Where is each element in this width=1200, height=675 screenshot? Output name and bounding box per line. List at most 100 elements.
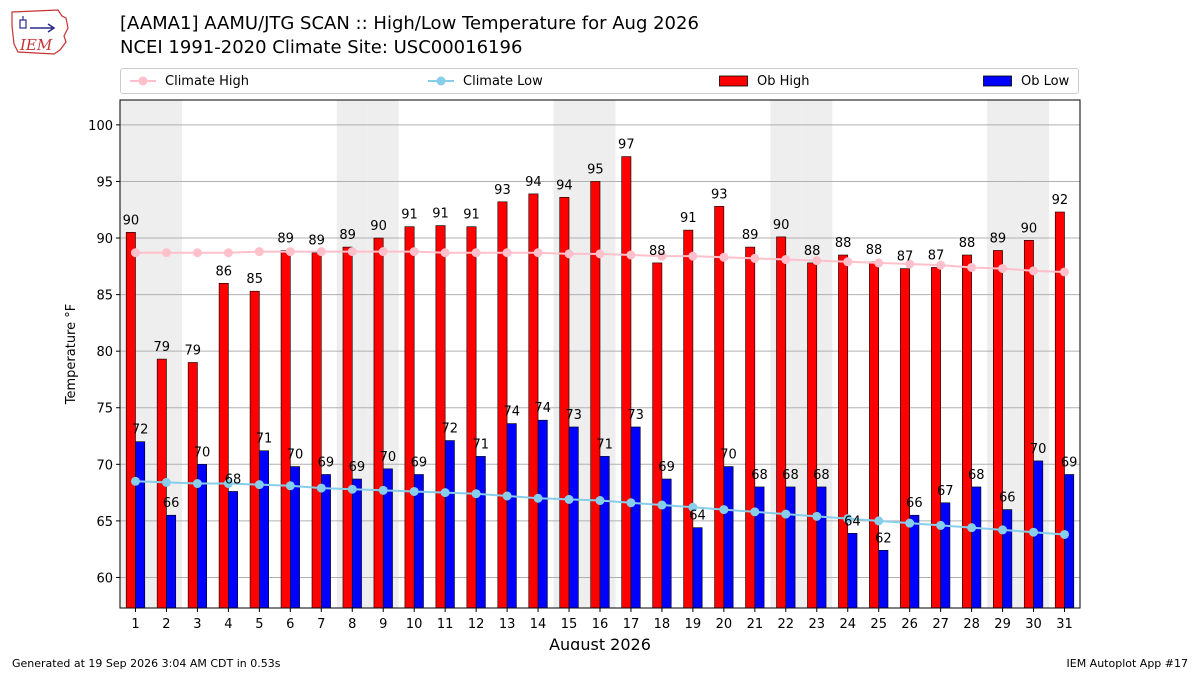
label-high-6: 89 bbox=[277, 231, 294, 246]
legend-item-ob-low: Ob Low bbox=[983, 69, 1069, 93]
bar-high-12 bbox=[466, 226, 477, 609]
climate-low-point-22 bbox=[781, 509, 791, 519]
climate-high-point-31 bbox=[1060, 267, 1070, 277]
ytick-label-65: 65 bbox=[96, 515, 113, 530]
bar-low-21 bbox=[754, 486, 765, 609]
label-high-25: 88 bbox=[866, 243, 883, 258]
climate-low-point-10 bbox=[409, 486, 419, 496]
label-high-18: 88 bbox=[649, 244, 666, 259]
xtick-label-24: 24 bbox=[839, 617, 856, 632]
xtick-label-20: 20 bbox=[716, 617, 733, 632]
bar-low-26 bbox=[909, 514, 920, 609]
climate-low-point-29 bbox=[998, 525, 1008, 535]
bar-low-8 bbox=[351, 478, 362, 609]
bar-high-1 bbox=[125, 232, 136, 609]
climate-high-point-17 bbox=[626, 250, 636, 260]
climate-low-point-12 bbox=[471, 489, 481, 499]
climate-low-point-28 bbox=[967, 523, 977, 533]
ytick-label-85: 85 bbox=[96, 289, 113, 304]
bar-high-30 bbox=[1023, 239, 1034, 609]
label-low-3: 70 bbox=[194, 445, 211, 460]
label-high-26: 87 bbox=[897, 250, 914, 265]
climate-high-point-5 bbox=[254, 247, 264, 257]
climate-high-line-icon bbox=[130, 76, 156, 86]
label-low-16: 71 bbox=[596, 437, 613, 452]
bar-low-29 bbox=[1002, 509, 1013, 609]
xtick-label-8: 8 bbox=[348, 617, 356, 632]
bar-low-16 bbox=[599, 456, 610, 609]
label-high-11: 91 bbox=[432, 207, 449, 222]
label-high-4: 86 bbox=[215, 264, 232, 279]
climate-low-point-14 bbox=[533, 493, 543, 503]
xtick-label-13: 13 bbox=[499, 617, 516, 632]
xtick-label-21: 21 bbox=[747, 617, 764, 632]
bar-low-19 bbox=[692, 527, 703, 609]
label-low-13: 74 bbox=[503, 405, 520, 420]
label-high-23: 88 bbox=[804, 244, 821, 259]
legend-label-ob-high: Ob High bbox=[757, 73, 810, 89]
bar-high-20 bbox=[714, 206, 725, 609]
label-low-7: 69 bbox=[318, 455, 335, 470]
bar-high-27 bbox=[931, 267, 941, 609]
climate-low-point-3 bbox=[192, 479, 202, 489]
xtick-label-15: 15 bbox=[561, 617, 578, 632]
xtick-label-4: 4 bbox=[224, 617, 232, 632]
climate-low-point-21 bbox=[750, 507, 760, 517]
climate-high-point-15 bbox=[564, 249, 574, 259]
label-low-29: 66 bbox=[999, 491, 1016, 506]
climate-low-point-18 bbox=[657, 500, 667, 510]
footer-app: IEM Autoplot App #17 bbox=[1066, 657, 1189, 670]
xtick-label-9: 9 bbox=[379, 617, 387, 632]
climate-high-point-2 bbox=[161, 248, 171, 258]
climate-low-point-30 bbox=[1029, 527, 1039, 537]
xtick-label-28: 28 bbox=[963, 617, 980, 632]
label-low-27: 67 bbox=[937, 484, 954, 499]
label-high-15: 94 bbox=[556, 178, 573, 193]
ytick-label-60: 60 bbox=[96, 571, 113, 586]
bar-low-20 bbox=[723, 466, 734, 609]
bar-low-5 bbox=[259, 450, 269, 609]
climate-high-point-10 bbox=[409, 247, 419, 257]
xtick-label-10: 10 bbox=[406, 617, 423, 632]
climate-low-point-2 bbox=[161, 477, 171, 487]
label-low-15: 73 bbox=[565, 408, 582, 423]
climate-high-point-29 bbox=[998, 264, 1008, 274]
xtick-label-22: 22 bbox=[778, 617, 795, 632]
bar-high-10 bbox=[404, 226, 415, 609]
label-low-25: 62 bbox=[875, 531, 892, 546]
label-high-30: 90 bbox=[1021, 221, 1038, 236]
xtick-label-25: 25 bbox=[870, 617, 887, 632]
xtick-label-18: 18 bbox=[654, 617, 671, 632]
label-low-31: 69 bbox=[1061, 455, 1078, 470]
label-high-20: 93 bbox=[711, 187, 728, 202]
climate-high-point-30 bbox=[1029, 266, 1039, 276]
xtick-label-12: 12 bbox=[468, 617, 485, 632]
label-low-24: 64 bbox=[844, 514, 861, 529]
xtick-label-7: 7 bbox=[317, 617, 325, 632]
xtick-label-5: 5 bbox=[255, 617, 263, 632]
climate-low-point-5 bbox=[254, 480, 264, 490]
bar-high-16 bbox=[590, 181, 601, 609]
bar-high-6 bbox=[280, 250, 291, 609]
bar-low-24 bbox=[847, 533, 858, 609]
climate-low-point-16 bbox=[595, 496, 605, 506]
label-high-21: 89 bbox=[742, 228, 759, 243]
climate-low-point-25 bbox=[874, 516, 884, 526]
climate-low-line-icon bbox=[428, 76, 454, 86]
climate-high-point-4 bbox=[223, 248, 233, 258]
label-low-22: 68 bbox=[782, 468, 799, 483]
ytick-label-75: 75 bbox=[96, 402, 113, 417]
x-axis-label: August 2026 bbox=[549, 635, 651, 650]
label-low-8: 69 bbox=[349, 460, 366, 475]
bar-low-1 bbox=[135, 441, 146, 609]
climate-high-point-20 bbox=[719, 252, 729, 262]
label-high-31: 92 bbox=[1052, 193, 1069, 208]
legend-item-climate-low: Climate Low bbox=[427, 69, 543, 93]
ytick-label-100: 100 bbox=[88, 119, 113, 134]
label-high-2: 79 bbox=[154, 340, 171, 355]
bar-low-23 bbox=[816, 486, 827, 609]
climate-low-point-8 bbox=[347, 484, 357, 494]
ytick-label-70: 70 bbox=[96, 458, 113, 473]
climate-low-point-24 bbox=[843, 514, 853, 524]
bar-high-4 bbox=[218, 282, 229, 609]
